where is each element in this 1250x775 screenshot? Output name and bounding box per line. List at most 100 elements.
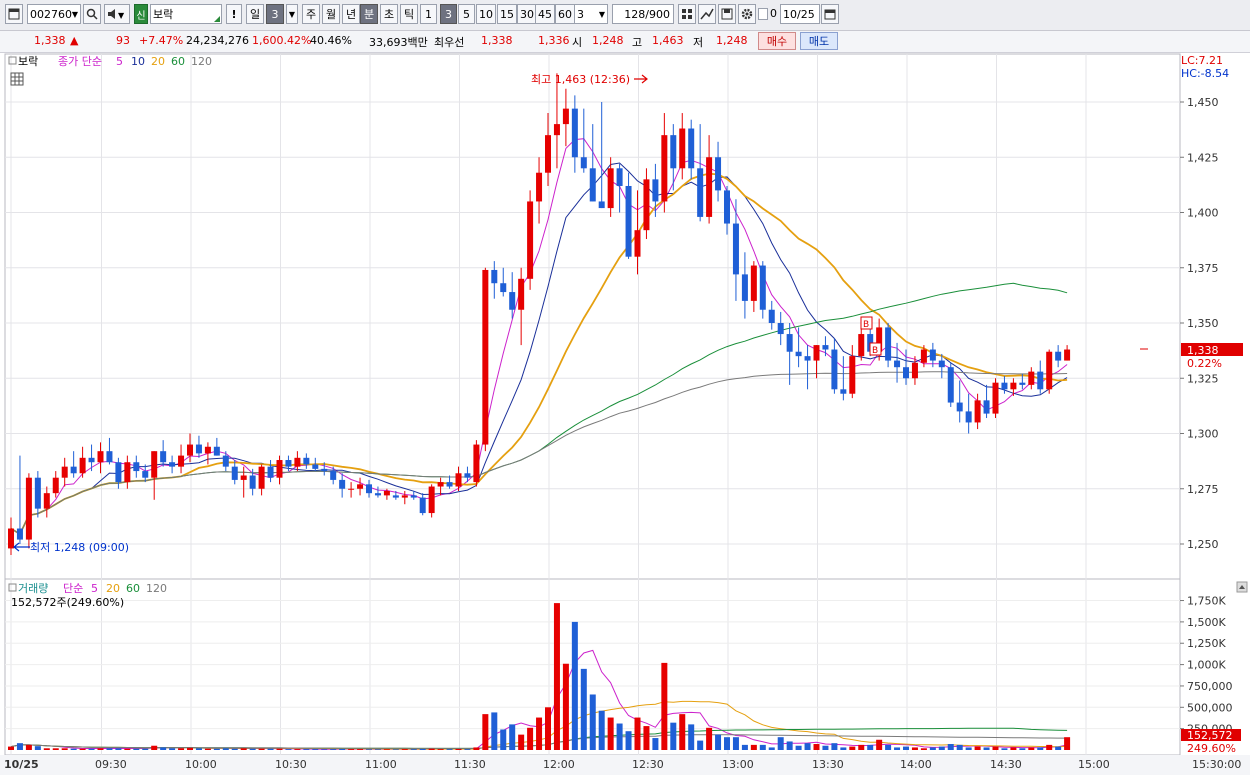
volume-bar <box>715 734 722 750</box>
candle-body <box>25 477 32 540</box>
daily-button[interactable]: 일 <box>246 4 264 24</box>
chevron-down-icon[interactable]: ▼ <box>286 4 298 24</box>
period-button-15[interactable]: 15 <box>497 4 517 24</box>
period-button-3[interactable]: 3 <box>440 4 457 24</box>
candle-body <box>545 135 551 173</box>
candle-body <box>849 356 856 394</box>
yearly-button[interactable]: 년 <box>342 4 360 24</box>
time-tick-label: 14:00 <box>900 758 932 771</box>
date-value: 10/25 <box>783 7 815 21</box>
scroll-up-icon[interactable] <box>1236 581 1248 593</box>
candle-body <box>920 349 927 363</box>
low-price: 1,248 <box>716 34 748 47</box>
buy-button[interactable]: 매수 <box>758 32 796 50</box>
low-label: 저 <box>693 36 704 49</box>
gear-icon[interactable] <box>738 4 756 24</box>
date-checkbox[interactable] <box>758 8 768 20</box>
weekly-button[interactable]: 주 <box>302 4 320 24</box>
date-field[interactable]: 10/25 <box>780 4 820 24</box>
table-icon[interactable] <box>10 72 24 86</box>
candle-body <box>813 345 820 361</box>
candle-body <box>1055 351 1062 361</box>
candle-body <box>607 168 614 209</box>
volume-bar <box>339 748 346 750</box>
hc-value: HC:-8.54 <box>1181 67 1229 80</box>
high-annotation: 최고 1,463 (12:36) <box>531 73 630 86</box>
legend-vol-ma20: 20 <box>106 582 120 595</box>
volume-bar <box>545 707 551 750</box>
candle-body <box>267 466 274 478</box>
time-tick-label: 13:00 <box>722 758 754 771</box>
period-button-10[interactable]: 10 <box>476 4 496 24</box>
candle-body <box>374 493 381 496</box>
stock-name-field[interactable]: 보락 <box>150 4 222 24</box>
volume-bar <box>178 748 185 750</box>
chevron-down-icon[interactable]: ▼ <box>598 9 605 19</box>
candle-body <box>482 269 489 445</box>
volume-bar <box>70 748 77 750</box>
period-button-60[interactable]: 60 <box>555 4 575 24</box>
search-icon[interactable] <box>83 4 101 24</box>
volume-tick-label: 750,000 <box>1187 680 1233 693</box>
alert-button[interactable]: ! <box>226 4 242 24</box>
tick-button[interactable]: 틱 <box>400 4 418 24</box>
period-button-1[interactable]: 1 <box>420 4 437 24</box>
data-count-field[interactable]: 128/900 <box>612 4 674 24</box>
crosshair-icon[interactable] <box>678 4 696 24</box>
day-count[interactable]: 3 <box>266 4 284 24</box>
second-button[interactable]: 초 <box>380 4 398 24</box>
candle-body <box>151 451 158 478</box>
volume-bar <box>321 749 328 750</box>
candle-body <box>61 466 68 478</box>
candle-body <box>52 477 59 494</box>
window-icon[interactable] <box>5 4 23 24</box>
period-button-5[interactable]: 5 <box>458 4 475 24</box>
candle-body <box>240 475 247 480</box>
volume-bar <box>25 744 32 750</box>
volume-bar <box>151 745 158 750</box>
calendar-icon[interactable] <box>821 4 839 24</box>
time-tick-label: 10:00 <box>185 758 217 771</box>
candle-body <box>204 446 211 454</box>
candle-body <box>750 265 757 301</box>
minute-button[interactable]: 분 <box>360 4 378 24</box>
candle-body <box>536 172 543 202</box>
candle-body <box>992 382 999 414</box>
volume-bar <box>142 748 149 750</box>
candle-body <box>652 179 659 202</box>
time-axis: 10/25 09:30 10:00 10:30 11:00 11:30 12:00 12:30… <box>0 755 1250 775</box>
sell-button[interactable]: 매도 <box>800 32 838 50</box>
candle-body <box>115 462 122 483</box>
chevron-down-icon[interactable]: ▼ <box>71 9 78 19</box>
volume-bar <box>169 748 176 750</box>
volume-bar <box>804 743 811 750</box>
period-button-45[interactable]: 45 <box>535 4 555 24</box>
period-select[interactable]: 3 ▼ <box>574 4 608 24</box>
volume-bar <box>777 737 784 750</box>
candle-body <box>598 201 605 209</box>
price-tick-label: 1,425 <box>1187 151 1219 164</box>
volume-bar <box>1064 737 1071 750</box>
candle-body <box>437 482 444 487</box>
candle-body <box>473 444 480 483</box>
candle-body <box>321 468 328 472</box>
volume-bar <box>822 745 829 750</box>
legend-stock-name: 보락 <box>18 55 38 68</box>
volume-bar <box>697 740 704 750</box>
volume-bar <box>43 748 50 750</box>
best-bid: 1,336 <box>538 34 570 47</box>
period-button-30[interactable]: 30 <box>517 4 537 24</box>
trendline-icon[interactable] <box>698 4 716 24</box>
legend-vol-ma60: 60 <box>126 582 140 595</box>
high-label: 고 <box>632 36 643 49</box>
time-tick-label: 10/25 <box>4 758 39 771</box>
monthly-button[interactable]: 월 <box>322 4 340 24</box>
speaker-icon[interactable]: ▼ <box>104 4 130 24</box>
price-chart[interactable]: 1,250 1,275 1,300 1,325 1,350 1,375 1,400 1,425… <box>0 52 1250 775</box>
stock-code-input[interactable]: 002760 ▼ <box>27 4 81 24</box>
candle-body <box>97 451 104 463</box>
volume-bar <box>589 694 596 750</box>
volume-bar <box>652 738 659 750</box>
volume-bar <box>965 747 972 750</box>
save-icon[interactable] <box>718 4 736 24</box>
